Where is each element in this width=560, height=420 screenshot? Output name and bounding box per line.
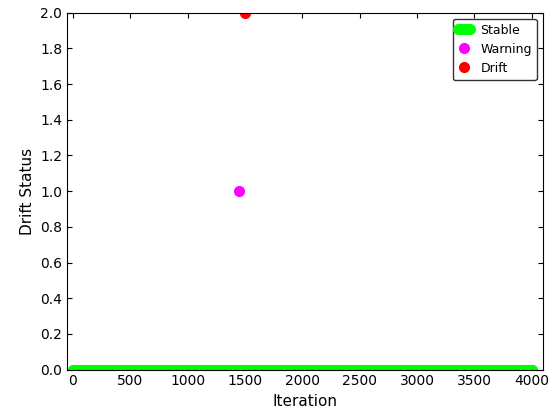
X-axis label: Iteration: Iteration — [273, 394, 338, 409]
Legend: Stable, Warning, Drift: Stable, Warning, Drift — [453, 19, 537, 80]
Y-axis label: Drift Status: Drift Status — [20, 147, 35, 235]
